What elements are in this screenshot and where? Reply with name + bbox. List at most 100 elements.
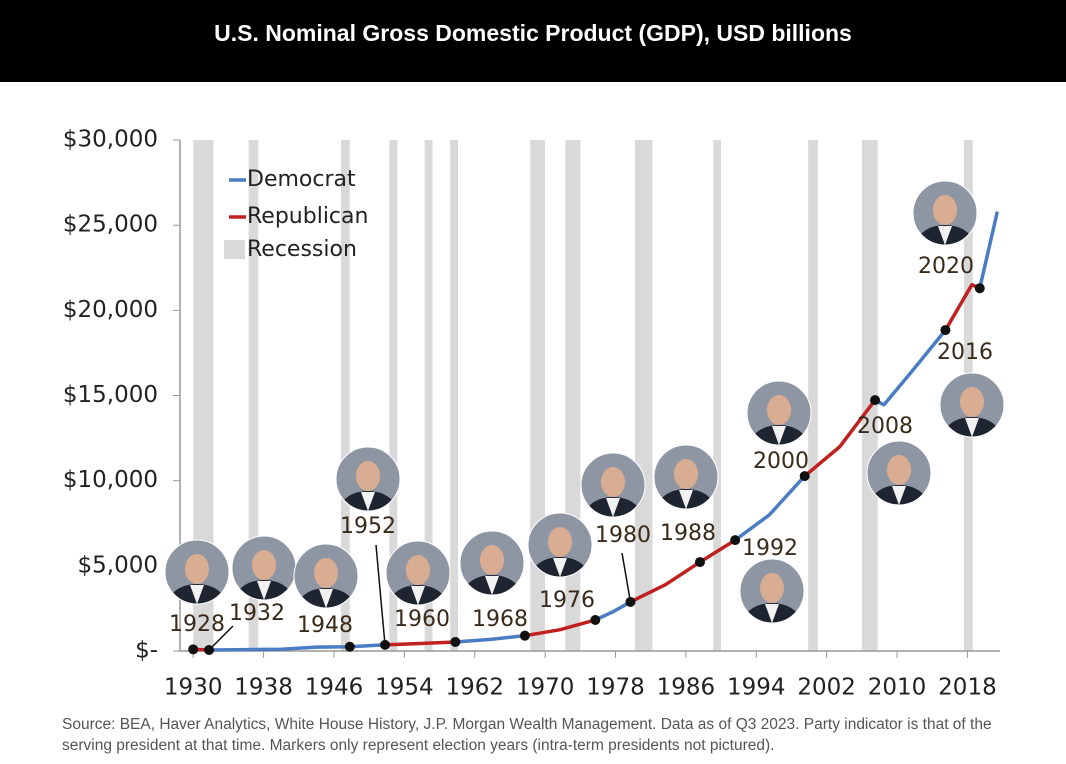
election-marker <box>188 644 199 655</box>
x-tick-label: 1930 <box>164 675 223 701</box>
x-tick-label: 1946 <box>305 675 364 701</box>
recession-band <box>450 140 459 651</box>
election-label: 1992 <box>742 536 798 561</box>
portrait-ring <box>939 372 1005 438</box>
portrait-shirt <box>892 486 906 505</box>
x-tick-label: 2010 <box>868 675 927 701</box>
portrait-face <box>480 545 504 575</box>
recession-band <box>713 140 722 651</box>
election-label: 1932 <box>229 601 285 626</box>
recession-band <box>808 140 818 651</box>
x-tick-label: 1994 <box>727 675 786 701</box>
portrait-face <box>887 455 911 485</box>
portrait-shirt <box>765 604 779 623</box>
series-line <box>193 283 981 652</box>
portrait-face <box>548 527 572 557</box>
recession-band <box>193 140 214 651</box>
portrait-ring <box>459 530 525 596</box>
election-marker <box>519 630 530 641</box>
election-label: 2020 <box>918 254 974 279</box>
series-line <box>209 211 1000 652</box>
y-tick-label: $30,000 <box>63 127 158 153</box>
recession-band <box>248 140 259 651</box>
election-marker <box>590 614 601 625</box>
portrait <box>747 381 811 445</box>
portrait <box>460 531 524 595</box>
election-label: 1988 <box>660 521 716 546</box>
portrait-shirt <box>319 589 333 608</box>
leader-line <box>208 625 234 651</box>
portrait-face <box>933 195 957 225</box>
portrait-ring <box>164 539 230 605</box>
portrait-shirt <box>938 226 952 245</box>
x-tick-label: 1938 <box>234 675 293 701</box>
portrait-shirt <box>361 492 375 511</box>
portrait-face <box>601 467 625 497</box>
election-marker <box>799 471 810 482</box>
portrait-suit <box>530 557 590 577</box>
portrait-suit <box>869 485 929 505</box>
recession-band <box>424 140 433 651</box>
portrait-ring <box>527 512 593 578</box>
recession-band <box>634 140 653 651</box>
election-label: 1928 <box>169 612 225 637</box>
x-tick-label: 2018 <box>938 675 997 701</box>
chart: $- $5,000 $10,000 $15,000 $20,000 $25,000 $30,… <box>63 127 1005 701</box>
portrait-face <box>252 550 276 580</box>
portrait-face <box>406 555 430 585</box>
portrait <box>740 559 804 623</box>
portrait-shirt <box>411 586 425 605</box>
y-tick-label: $10,000 <box>63 467 158 493</box>
portrait-ring <box>739 558 805 624</box>
chart-title: U.S. Nominal Gross Domestic Product (GDP… <box>214 20 852 46</box>
election-marker <box>940 325 951 336</box>
portrait-suit <box>915 225 975 245</box>
portrait-face <box>760 573 784 603</box>
portrait-ring <box>580 452 646 518</box>
legend-label: Democrat <box>247 167 356 192</box>
y-tick-label: $5,000 <box>78 552 158 578</box>
y-tick-label: $15,000 <box>63 382 158 408</box>
portrait-ring <box>293 543 359 609</box>
portrait-shirt <box>257 581 271 600</box>
portrait-face <box>767 395 791 425</box>
election-label: 1960 <box>394 607 450 632</box>
portrait-suit <box>234 580 294 600</box>
election-label: 1948 <box>297 613 353 638</box>
portrait-face <box>356 461 380 491</box>
portrait <box>581 453 645 517</box>
x-tick-label: 1978 <box>586 675 645 701</box>
election-label: 2008 <box>857 414 913 439</box>
election-marker <box>625 596 636 607</box>
y-tick-label: $- <box>135 638 158 664</box>
source-note: Source: BEA, Haver Analytics, White Hous… <box>62 716 992 754</box>
x-tick-label: 1962 <box>445 675 504 701</box>
portrait <box>867 441 931 505</box>
portrait-ring <box>746 380 812 446</box>
portrait-shirt <box>679 490 693 509</box>
election-marker <box>380 639 390 650</box>
election-marker <box>450 636 461 647</box>
portrait <box>528 513 592 577</box>
election-label: 1980 <box>595 523 651 548</box>
legend-label: Republican <box>247 204 368 229</box>
recession-band <box>341 140 350 651</box>
portrait <box>654 445 718 509</box>
portrait <box>913 181 977 245</box>
election-label: 1952 <box>340 514 396 539</box>
portrait-face <box>674 459 698 489</box>
y-tick-label: $20,000 <box>63 297 158 323</box>
portrait-ring <box>335 446 401 512</box>
election-label: 2000 <box>753 449 809 474</box>
portrait-suit <box>167 584 227 604</box>
header-band <box>0 0 1066 82</box>
y-tick-label: $25,000 <box>63 212 158 238</box>
election-marker <box>344 641 355 652</box>
portrait-ring <box>912 180 978 246</box>
portrait-face <box>314 558 338 588</box>
election-marker <box>974 283 985 294</box>
recession-band <box>530 140 546 651</box>
election-marker <box>204 644 215 655</box>
portrait-ring <box>385 540 451 606</box>
